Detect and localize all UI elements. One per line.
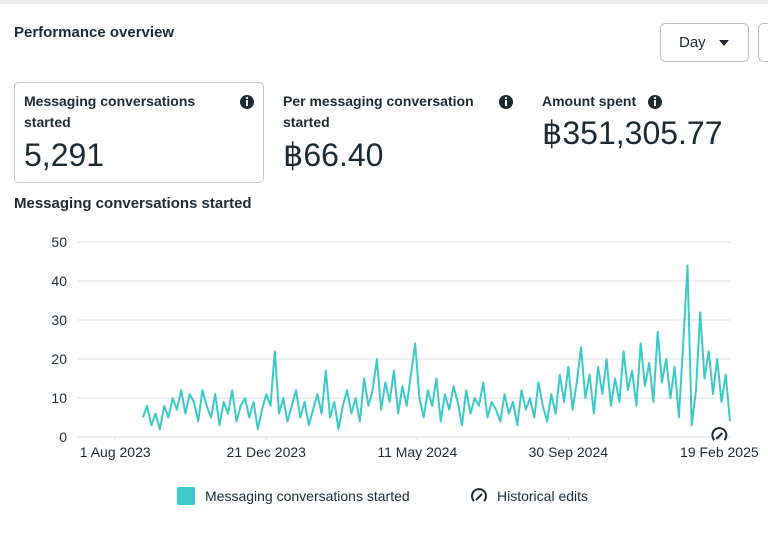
chart-title: Messaging conversations started bbox=[14, 195, 252, 212]
historical-edit-marker bbox=[711, 427, 728, 441]
metric-label: Messaging conversations started bbox=[24, 93, 196, 130]
x-tick-label: 19 Feb 2025 bbox=[680, 444, 759, 460]
y-tick-label: 50 bbox=[51, 234, 67, 250]
x-tick-label: 11 May 2024 bbox=[377, 444, 457, 460]
metric-value: ฿351,305.77 bbox=[542, 115, 723, 151]
y-tick-label: 40 bbox=[51, 273, 67, 289]
y-tick-label: 30 bbox=[51, 312, 67, 328]
metric-value: 5,291 bbox=[24, 137, 105, 173]
edit-icon-arc bbox=[711, 427, 728, 441]
data-line bbox=[141, 264, 731, 431]
caret-icon bbox=[719, 40, 729, 46]
y-tick-label: 0 bbox=[59, 429, 67, 445]
y-tick-label: 10 bbox=[51, 390, 67, 406]
x-tick-label: 30 Sep 2024 bbox=[529, 444, 609, 460]
metric-value: ฿66.40 bbox=[283, 137, 384, 173]
x-tick-label: 1 Aug 2023 bbox=[80, 444, 151, 460]
legend-swatch bbox=[177, 487, 195, 505]
legend-edit-icon bbox=[471, 488, 487, 502]
x-tick-label: 21 Dec 2023 bbox=[227, 444, 307, 460]
y-tick-label: 20 bbox=[51, 351, 67, 367]
edit-icon-arc bbox=[471, 488, 487, 502]
edit-icon-pen bbox=[475, 493, 483, 501]
more-button[interactable] bbox=[758, 23, 768, 62]
info-icon bbox=[648, 95, 662, 109]
metric-card[interactable] bbox=[14, 82, 264, 183]
period-button[interactable] bbox=[660, 23, 749, 62]
info-icon bbox=[240, 95, 254, 109]
legend-label: Messaging conversations started bbox=[205, 488, 410, 504]
page-title: Performance overview bbox=[14, 24, 175, 41]
info-icon bbox=[499, 95, 513, 109]
period-label[interactable]: Day bbox=[679, 34, 706, 51]
top-bar bbox=[0, 0, 768, 4]
metric-label: Per messaging conversation started bbox=[283, 93, 474, 130]
edit-icon-pen bbox=[715, 432, 724, 440]
chart: 0 10 20 30 40 50 1 Aug 2023 21 Dec 2023 11 May 2… bbox=[51, 234, 759, 505]
metric-label: Amount spent bbox=[542, 93, 637, 109]
legend-label: Historical edits bbox=[497, 488, 588, 504]
